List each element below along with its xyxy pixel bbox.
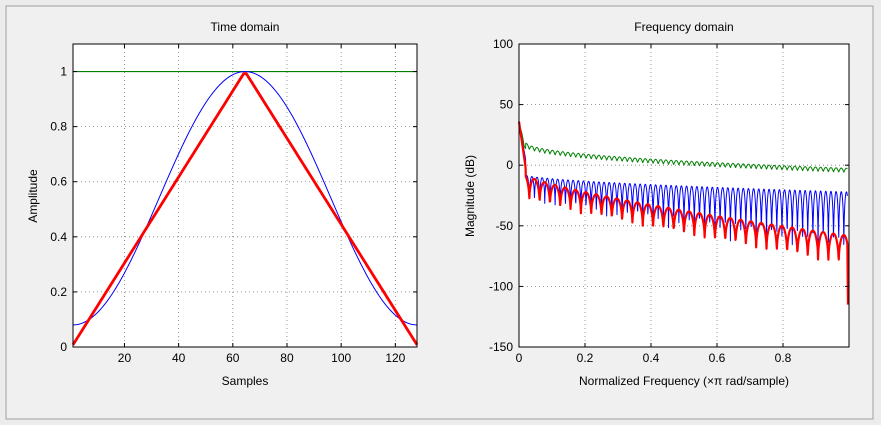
- x-tick-label: 20: [118, 351, 132, 365]
- x-tick-label: 0: [516, 351, 523, 365]
- frequency-domain-title: Frequency domain: [634, 20, 733, 34]
- time-domain-xlabel: Samples: [222, 374, 269, 388]
- time-domain-title: Time domain: [211, 20, 280, 34]
- y-tick-label: -50: [496, 219, 514, 233]
- frequency-domain-frame: [518, 43, 850, 348]
- y-tick-label: 0.6: [50, 175, 67, 189]
- y-tick-label: 0.4: [50, 230, 67, 244]
- x-tick-label: 100: [331, 351, 351, 365]
- x-tick-label: 0.4: [643, 351, 660, 365]
- blue-series-line: [518, 121, 848, 247]
- y-tick-label: 0: [60, 340, 67, 354]
- y-tick-label: 50: [500, 98, 514, 112]
- y-tick-label: 0: [506, 158, 513, 172]
- time-domain-series: [71, 70, 419, 346]
- x-tick-label: 0.8: [775, 351, 792, 365]
- x-tick-label: 0.6: [709, 351, 726, 365]
- blue-series-line: [72, 71, 418, 326]
- time-domain-ticks: 20 40 60 80 100 120 0 0.2 0.4 0.6 0.8 1: [50, 44, 417, 365]
- frequency-domain-series: [517, 121, 850, 305]
- x-tick-label: 120: [385, 351, 405, 365]
- y-tick-label: 1: [60, 65, 67, 79]
- x-tick-label: 0.2: [577, 351, 594, 365]
- y-tick-label: -150: [489, 340, 513, 354]
- y-tick-label: 0.8: [50, 120, 67, 134]
- frequency-domain-ylabel: Magnitude (dB): [463, 155, 477, 237]
- y-tick-label: 100: [493, 37, 513, 51]
- x-tick-label: 40: [172, 351, 186, 365]
- y-tick-label: -100: [489, 279, 513, 293]
- x-tick-label: 60: [226, 351, 240, 365]
- frequency-domain-xlabel: Normalized Frequency (×π rad/sample): [579, 374, 789, 388]
- time-domain-frame: [72, 43, 418, 348]
- time-domain-ylabel: Amplitude: [26, 169, 40, 223]
- x-tick-label: 80: [280, 351, 294, 365]
- red-series-line: [71, 72, 419, 346]
- red-series-line: [517, 121, 850, 305]
- frequency-domain-ticks: 0 0.2 0.4 0.6 0.8 -150 -100 -50 0 50 100: [489, 37, 849, 365]
- frequency-domain-axes: 0 0.2 0.4 0.6 0.8 -150 -100 -50 0 50 100 Frequency…: [463, 20, 850, 388]
- time-domain-axes: 20 40 60 80 100 120 0 0.2 0.4 0.6 0.8 1 Time domain…: [26, 20, 419, 388]
- green-series-line: [518, 126, 848, 173]
- y-tick-label: 0.2: [50, 285, 67, 299]
- time-domain-plot-area: [72, 43, 418, 348]
